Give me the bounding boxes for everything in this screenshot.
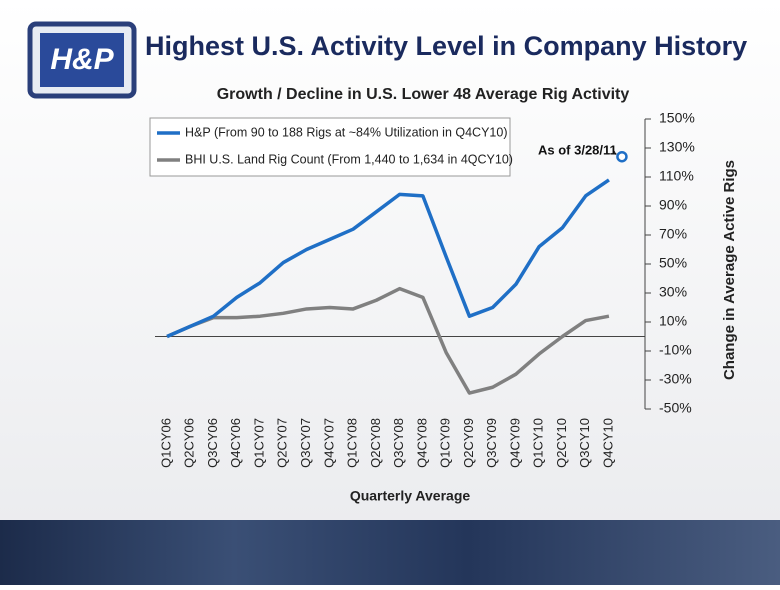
x-tick-label: Q2CY07 [275, 418, 290, 468]
annotation-marker [616, 150, 628, 163]
legend-box [149, 117, 511, 177]
slide-title: Highest U.S. Activity Level in Company H… [145, 31, 747, 61]
x-tick-label: Q1CY08 [345, 418, 360, 468]
logo-text: H&P [50, 43, 114, 76]
y-tick-label: 30% [659, 284, 687, 300]
chart-title: Growth / Decline in U.S. Lower 48 Averag… [217, 86, 630, 103]
y-axis-label: Change in Average Active Rigs [721, 160, 738, 380]
annotation-label: As of 3/28/11 [538, 142, 617, 157]
x-tick-label: Q4CY08 [414, 418, 429, 468]
y-tick-label: 50% [659, 255, 687, 271]
y-tick-label: 10% [659, 313, 687, 329]
photo-strip [0, 520, 780, 585]
x-tick-label: Q1CY07 [251, 418, 266, 468]
y-tick-label: -30% [659, 371, 692, 387]
x-tick-label: Q4CY06 [228, 418, 243, 468]
x-tick-label: Q3CY06 [205, 418, 220, 468]
x-tick-label: Q1CY10 [531, 418, 546, 468]
y-tick-label: -10% [659, 342, 692, 358]
x-tick-label: Q2CY06 [182, 418, 197, 468]
x-tick-label: Q4CY07 [321, 418, 336, 468]
annotation-arrow [613, 150, 617, 155]
x-tick-label: Q4CY09 [507, 418, 522, 468]
x-tick-label: Q3CY08 [391, 418, 406, 468]
y-tick-label: 150% [659, 110, 695, 126]
logo: H&P [27, 21, 137, 99]
x-tick-label: Q3CY07 [298, 418, 313, 468]
x-tick-label: Q3CY10 [577, 418, 592, 468]
x-tick-label: Q1CY09 [438, 418, 453, 468]
x-tick-label: Q1CY06 [158, 418, 173, 468]
y-tick-label: 70% [659, 226, 687, 242]
x-tick-label: Q2CY10 [554, 418, 569, 468]
y-tick-label: 110% [659, 168, 694, 184]
x-tick-label: Q3CY09 [484, 418, 499, 468]
x-tick-label: Q4CY10 [600, 418, 615, 468]
y-tick-label: 90% [659, 197, 687, 213]
series-line [166, 286, 610, 395]
y-tick-label: -50% [659, 400, 692, 416]
series-line [166, 178, 610, 339]
legend-label: H&P (From 90 to 188 Rigs at ~84% Utiliza… [185, 125, 508, 139]
x-tick-label: Q2CY09 [461, 418, 476, 468]
x-tick-label: Q2CY08 [368, 418, 383, 468]
x-axis-label: Quarterly Average [350, 488, 471, 504]
legend-label: BHI U.S. Land Rig Count (From 1,440 to 1… [185, 152, 513, 166]
y-tick-label: 130% [659, 139, 695, 155]
